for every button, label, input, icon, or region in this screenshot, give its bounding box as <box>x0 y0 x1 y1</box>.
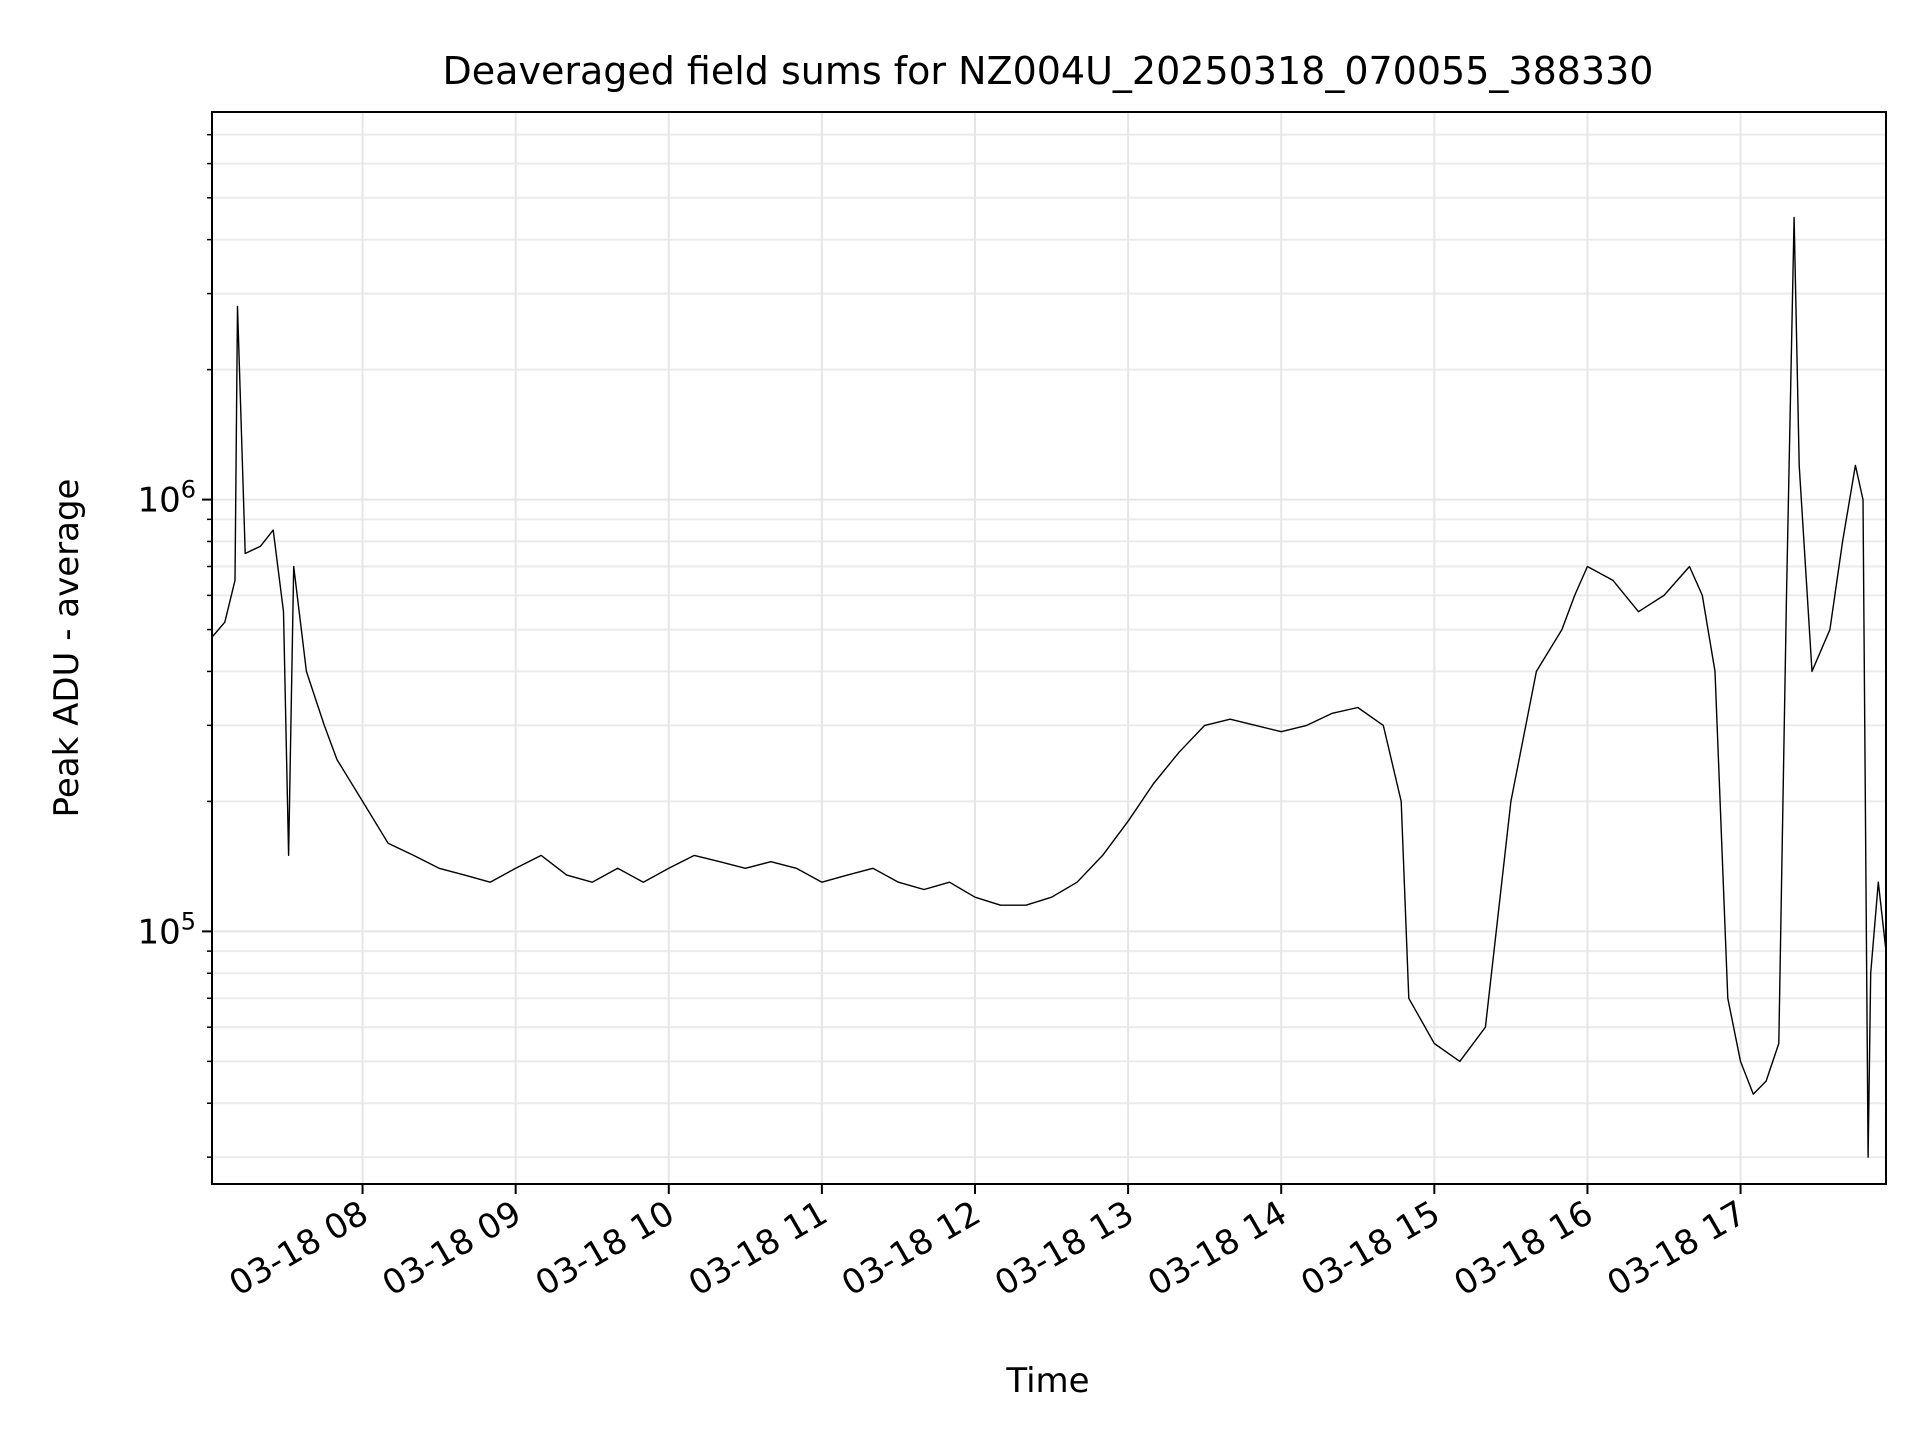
x-tick-label: 03-18 16 <box>1448 1193 1600 1304</box>
y-axis-label: Peak ADU - average <box>47 479 87 818</box>
x-axis: 03-18 08 03-18 09 03-18 10 03-18 11 03-18 12… <box>223 1184 1753 1304</box>
series-line <box>212 216 1886 1158</box>
y-axis: 105 106 <box>137 133 212 1158</box>
x-tick-label: 03-18 15 <box>1294 1193 1446 1304</box>
x-tick-label: 03-18 10 <box>529 1193 681 1304</box>
x-tick-label: 03-18 14 <box>1141 1193 1293 1304</box>
x-tick-label: 03-18 12 <box>835 1193 987 1304</box>
x-tick-label: 03-18 17 <box>1601 1193 1753 1304</box>
y-tick-label: 106 <box>137 476 196 521</box>
x-axis-label: Time <box>1005 1361 1089 1401</box>
x-tick-label: 03-18 13 <box>988 1193 1140 1304</box>
x-tick-label: 03-18 11 <box>682 1193 834 1304</box>
y-tick-label: 105 <box>137 907 196 952</box>
chart-title: Deaveraged field sums for NZ004U_2025031… <box>443 49 1654 93</box>
grid <box>212 112 1886 1184</box>
series-layer <box>212 216 1886 1158</box>
x-tick-label: 03-18 09 <box>376 1193 528 1304</box>
x-tick-label: 03-18 08 <box>223 1193 375 1304</box>
plot-area-frame <box>211 111 1887 1185</box>
